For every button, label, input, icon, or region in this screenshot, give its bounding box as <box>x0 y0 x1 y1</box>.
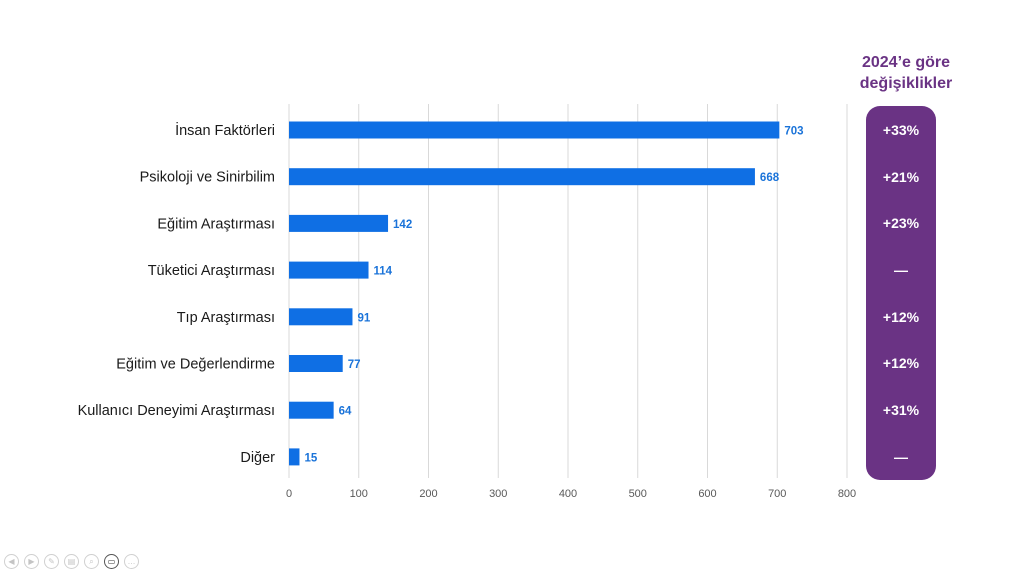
value-label: 64 <box>339 406 352 418</box>
bar <box>289 168 755 186</box>
changes-title-line2: değişiklikler <box>859 75 953 92</box>
pen-icon[interactable]: ✎ <box>44 554 59 569</box>
camera-icon[interactable]: ▭ <box>104 554 119 569</box>
bar <box>289 121 780 139</box>
x-tick-label: 800 <box>838 488 856 500</box>
x-tick-label: 300 <box>489 488 507 500</box>
prev-icon[interactable]: ◀ <box>4 554 19 569</box>
bar <box>289 448 300 466</box>
bar <box>289 308 353 326</box>
x-tick-label: 0 <box>286 488 292 500</box>
x-tick-label: 100 <box>350 488 368 500</box>
category-label: Diğer <box>240 450 275 466</box>
change-value: +12% <box>882 355 920 371</box>
change-value: +21% <box>882 169 920 185</box>
category-label: İnsan Faktörleri <box>175 121 275 139</box>
change-value: +31% <box>882 402 920 418</box>
changes-title-line1: 2024’e göre <box>861 54 951 71</box>
value-label: 15 <box>304 452 317 464</box>
value-label: 114 <box>374 266 393 278</box>
bar <box>289 401 334 419</box>
x-tick-label: 200 <box>419 488 437 500</box>
slides-icon[interactable]: ▤ <box>64 554 79 569</box>
change-value: +33% <box>882 122 920 138</box>
x-tick-label: 700 <box>768 488 786 500</box>
bar <box>289 214 389 232</box>
change-value: +12% <box>882 309 920 325</box>
change-value: — <box>894 449 908 465</box>
next-icon[interactable]: ▶ <box>24 554 39 569</box>
x-tick-label: 600 <box>698 488 716 500</box>
changes-panel <box>866 106 936 480</box>
bar <box>289 261 369 279</box>
category-label: Kullanıcı Deneyimi Araştırması <box>78 403 275 419</box>
bar <box>289 355 343 372</box>
value-label: 77 <box>348 359 361 371</box>
zoom-icon[interactable]: ⌕ <box>84 554 99 569</box>
value-label: 142 <box>393 219 412 231</box>
category-label: Tıp Araştırması <box>177 310 275 326</box>
category-label: Eğitim Araştırması <box>157 216 275 232</box>
slideshow-controls: ◀ ▶ ✎ ▤ ⌕ ▭ … <box>4 554 139 569</box>
changes-title: 2024’e göre değişiklikler <box>836 52 976 94</box>
value-label: 668 <box>760 172 780 184</box>
category-label: Eğitim ve Değerlendirme <box>116 357 275 373</box>
more-icon[interactable]: … <box>124 554 139 569</box>
category-label: Tüketici Araştırması <box>148 263 275 279</box>
value-label: 703 <box>784 126 803 138</box>
category-label: Psikoloji ve Sinirbilim <box>140 170 275 186</box>
change-value: — <box>894 262 908 278</box>
value-label: 91 <box>357 312 370 324</box>
x-tick-label: 500 <box>629 488 647 500</box>
change-value: +23% <box>882 215 920 231</box>
x-tick-label: 400 <box>559 488 577 500</box>
